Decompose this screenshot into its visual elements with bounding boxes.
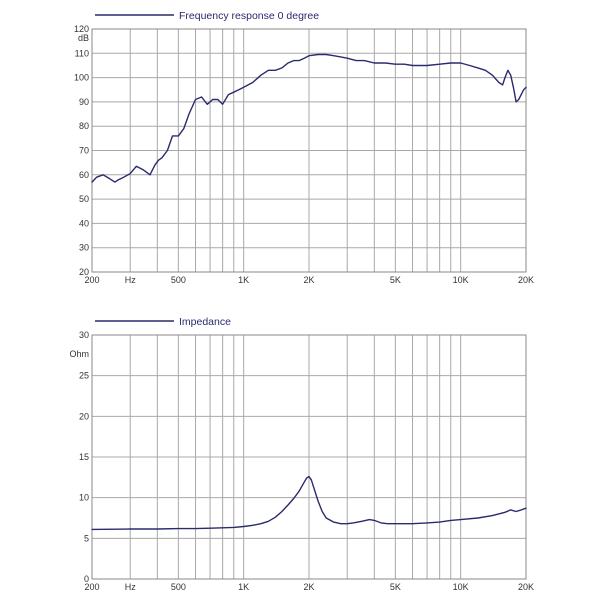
y-tick-label: 80 xyxy=(79,121,89,131)
x-tick-label: 1K xyxy=(238,582,249,592)
y-tick-label: 30 xyxy=(79,330,89,340)
x-tick-label: 2K xyxy=(303,275,314,285)
y-tick-label: 30 xyxy=(79,243,89,253)
x-tick-label: 20K xyxy=(518,275,534,285)
x-tick-label: 10K xyxy=(453,275,469,285)
y-tick-label: 5 xyxy=(84,533,89,543)
y-tick-label: 110 xyxy=(75,48,89,58)
x-tick-label: 500 xyxy=(171,275,186,285)
y-tick-label: 90 xyxy=(79,97,89,107)
impedance-chart: 0 5 10 15 20 25 30 200 Hz 500 1K 2K 5K 10K 20K Ohm Imped… xyxy=(69,316,534,592)
x-tick-label: 200 xyxy=(84,582,99,592)
y-unit-label: dB xyxy=(78,33,89,43)
x-tick-label: 1K xyxy=(238,275,249,285)
x-tick-label: 500 xyxy=(171,582,186,592)
x-tick-label: 5K xyxy=(390,275,401,285)
plot-frame xyxy=(91,28,527,273)
x-tick-label: Hz xyxy=(125,275,136,285)
x-tick-label: 10K xyxy=(453,582,469,592)
plot-frame xyxy=(91,334,527,580)
frequency-response-chart: 20 30 40 50 60 70 80 90 100 110 120 200 Hz 500 1K 2K 5K 1… xyxy=(74,10,534,285)
y-tick-label: 120 xyxy=(74,24,89,34)
y-tick-label: 20 xyxy=(79,411,89,421)
y-tick-label: 40 xyxy=(79,218,89,228)
y-tick-label: 25 xyxy=(79,371,89,381)
y-tick-label: 15 xyxy=(79,452,89,462)
x-tick-label: 20K xyxy=(518,582,534,592)
x-tick-label: 5K xyxy=(390,582,401,592)
x-tick-label: 2K xyxy=(303,582,314,592)
y-tick-label: 10 xyxy=(79,493,89,503)
y-tick-label: 100 xyxy=(74,73,89,83)
y-tick-label: 20 xyxy=(79,267,89,277)
x-tick-label: Hz xyxy=(125,582,136,592)
y-tick-label: 50 xyxy=(79,194,89,204)
legend-label: Impedance xyxy=(179,316,231,328)
x-tick-label: 200 xyxy=(84,275,99,285)
y-tick-label: 70 xyxy=(79,146,89,156)
y-unit-label: Ohm xyxy=(69,349,89,359)
y-tick-label: 0 xyxy=(84,574,89,584)
series-line xyxy=(91,475,527,531)
series-line xyxy=(91,53,527,183)
legend-label: Frequency response 0 degree xyxy=(179,10,319,22)
y-tick-label: 60 xyxy=(79,170,89,180)
